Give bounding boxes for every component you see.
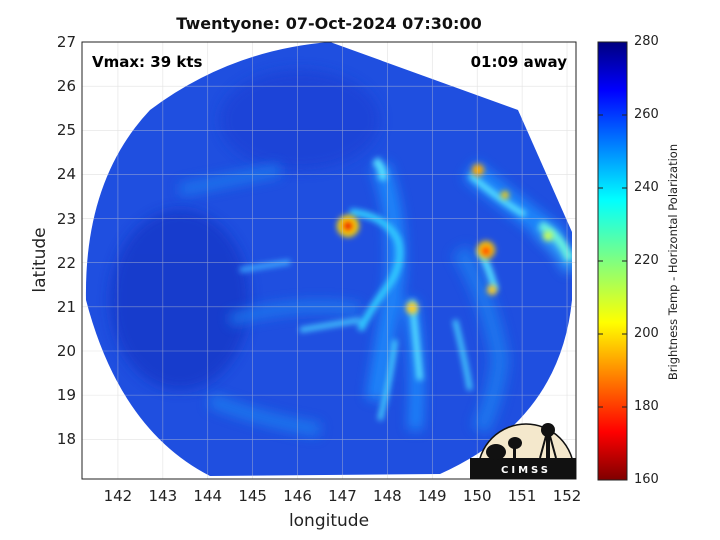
x-tick-label: 151: [507, 487, 537, 505]
y-axis-label: latitude: [30, 227, 50, 293]
y-tick-label: 24: [56, 165, 76, 184]
y-tick-label: 21: [56, 297, 76, 316]
colorbar-tick-label: 200: [634, 326, 659, 341]
colorbar-tick-label: 280: [634, 34, 659, 49]
colorbar-tick-label: 220: [634, 253, 659, 268]
y-tick-label: 23: [56, 209, 76, 228]
y-tick-label: 27: [56, 33, 76, 51]
colorbar-ticks: [598, 41, 627, 481]
x-tick-label: 148: [373, 487, 402, 505]
y-tick-label: 22: [56, 253, 76, 272]
x-tick-label: 147: [328, 487, 357, 505]
y-tick-label: 18: [56, 430, 76, 449]
colorbar-label: Brightness Temp - Horizontal Polarizatio…: [666, 143, 680, 381]
x-tick-label: 142: [103, 487, 133, 505]
colorbar-tick-label: 240: [634, 180, 659, 195]
x-axis-label: longitude: [288, 511, 370, 531]
y-tick-label: 20: [56, 341, 76, 360]
x-tick-label: 145: [238, 487, 267, 505]
map-grid: [82, 42, 576, 479]
brightness-swath: [85, 42, 573, 476]
x-tick-label: 146: [283, 487, 312, 505]
x-tick-label: 143: [148, 487, 178, 505]
colorbar-tick-label: 260: [634, 107, 659, 122]
x-tick-label: 144: [193, 487, 223, 505]
logo-text: CIMSS: [501, 465, 551, 476]
y-tick-label: 19: [56, 386, 76, 405]
x-tick-label: 152: [552, 487, 582, 505]
x-tick-label: 150: [462, 487, 492, 505]
vmax-label: Vmax: 39 kts: [92, 53, 203, 71]
cimss-logo: [470, 423, 576, 479]
chart-title: Twentyone: 07-Oct-2024 07:30:00: [176, 14, 482, 33]
y-tick-label: 26: [56, 77, 76, 96]
y-tick-label: 25: [56, 121, 76, 140]
time-away-label: 01:09 away: [470, 53, 567, 71]
colorbar-tick-label: 160: [634, 472, 659, 487]
x-tick-label: 149: [417, 487, 447, 505]
colorbar-tick-label: 180: [634, 399, 659, 414]
